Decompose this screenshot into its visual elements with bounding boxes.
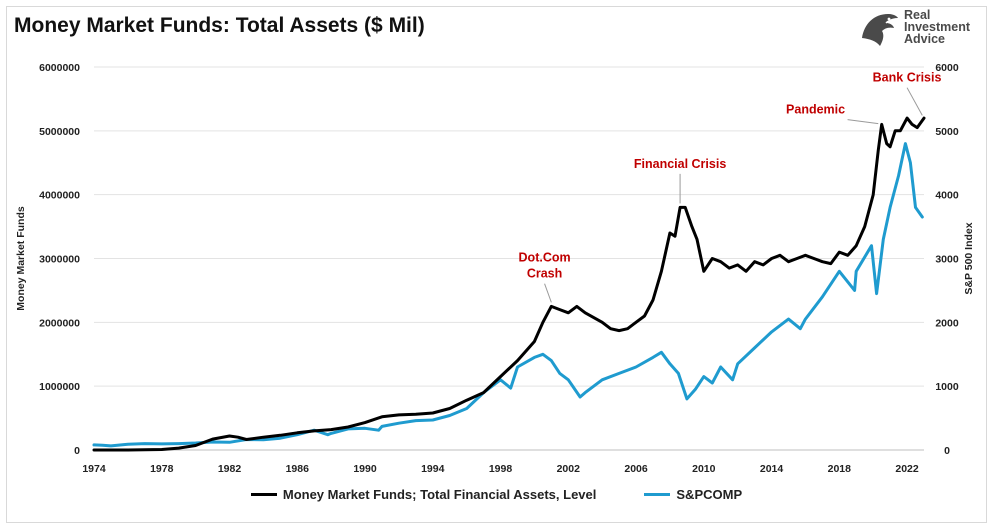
legend-item-spx: S&PCOMP (644, 487, 742, 502)
right-axis-ticks: 0 1000 2000 3000 4000 5000 6000 (935, 62, 959, 457)
x-axis-ticks: 1974 1978 1982 1986 1990 1994 1998 2002 2006 2010… (82, 463, 919, 475)
left-axis-ticks: 0 1000000 2000000 3000000 4000000 5000000 6000… (39, 62, 80, 457)
left-tick-label: 4000000 (39, 190, 80, 202)
series-line-mmf (92, 116, 926, 452)
left-tick-label: 2000000 (39, 317, 80, 329)
x-tick-label: 1982 (218, 463, 242, 475)
legend-swatch-spx (644, 493, 671, 496)
x-tick-label: 2018 (828, 463, 852, 475)
annotation-label: Crash (527, 267, 562, 281)
x-tick-label: 1994 (421, 463, 445, 475)
brand-logo: Real Investment Advice (856, 8, 984, 54)
right-tick-label: 3000 (935, 254, 959, 266)
legend-item-mmf: Money Market Funds; Total Financial Asse… (250, 487, 597, 502)
x-tick-label: 2010 (692, 463, 716, 475)
logo-text: Real Investment Advice (904, 8, 970, 46)
annotation-label: Bank Crisis (873, 71, 942, 85)
x-tick-label: 1974 (82, 463, 106, 475)
series-lines (92, 116, 926, 452)
annotation-leader-line (906, 87, 923, 116)
legend: Money Market Funds; Total Financial Asse… (0, 487, 993, 502)
annotation-label: Pandemic (786, 103, 845, 117)
x-tick-label: 2022 (895, 463, 919, 475)
annotation-leader-line (847, 119, 879, 125)
right-axis-title: S&P 500 Index (963, 222, 975, 294)
right-tick-label: 1000 (935, 381, 959, 393)
x-tick-label: 2006 (624, 463, 648, 475)
left-tick-label: 1000000 (39, 381, 80, 393)
x-tick-label: 1998 (489, 463, 513, 475)
right-tick-label: 5000 (935, 126, 959, 138)
eagle-head-icon (862, 14, 898, 46)
annotation-label: Financial Crisis (634, 157, 726, 171)
x-tick-label: 2014 (760, 463, 784, 475)
right-tick-label: 0 (944, 445, 950, 457)
legend-label-spx: S&PCOMP (676, 487, 743, 502)
left-tick-label: 3000000 (39, 254, 80, 266)
chart-title: Money Market Funds: Total Assets ($ Mil) (14, 14, 425, 37)
left-axis-title: Money Market Funds (15, 206, 27, 311)
x-tick-label: 1978 (150, 463, 174, 475)
logo-line-1: Real (904, 8, 931, 22)
left-tick-label: 6000000 (39, 62, 80, 74)
logo-line-2: Investment (904, 20, 970, 34)
series-line-spx (92, 142, 924, 448)
annotation-leader-line (544, 283, 552, 303)
left-tick-label: 5000000 (39, 126, 80, 138)
right-tick-label: 6000 (935, 62, 959, 74)
legend-swatch-mmf (250, 493, 277, 496)
right-tick-label: 4000 (935, 190, 959, 202)
x-tick-label: 1990 (353, 463, 377, 475)
left-tick-label: 0 (74, 445, 80, 457)
x-tick-label: 1986 (286, 463, 310, 475)
annotation-label: Dot.Com (519, 251, 571, 265)
right-tick-label: 2000 (935, 317, 959, 329)
x-tick-label: 2002 (557, 463, 581, 475)
logo-line-3: Advice (904, 32, 945, 46)
chart-frame (6, 6, 987, 523)
annotations: Dot.Com Crash Financial Crisis Pandemic Bank… (519, 71, 942, 303)
legend-label-mmf: Money Market Funds; Total Financial Asse… (282, 487, 597, 502)
